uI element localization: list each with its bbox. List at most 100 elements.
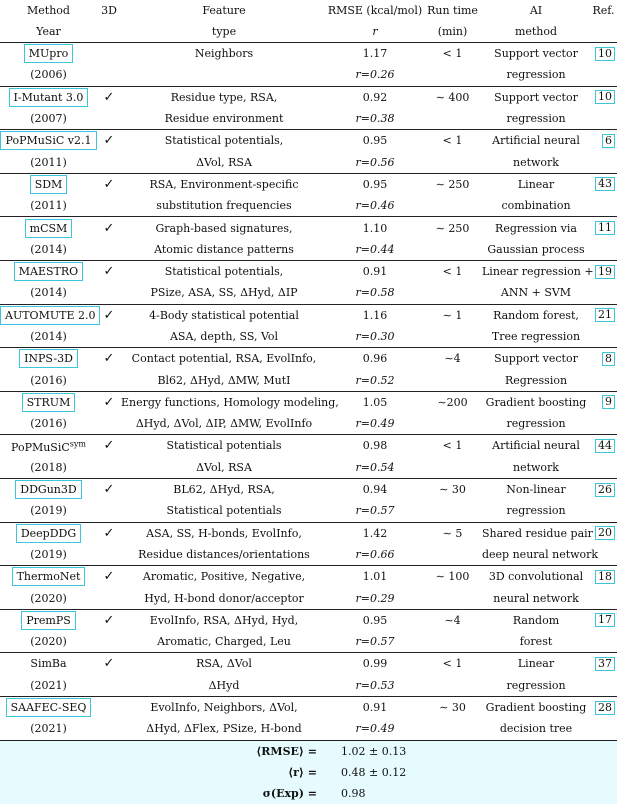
run-time-value: < 1 [423,259,482,283]
header-row-1: Method 3D Feature RMSE (kcal/mol) Run ti… [0,0,617,21]
ref-cell: 26 [590,477,617,501]
run-time-value: ∼ 400 [423,85,482,108]
method-name[interactable]: mCSM [24,218,73,238]
method-name[interactable]: DDGun3D [15,480,82,500]
ref-empty [590,108,617,130]
method-name[interactable]: PoPMuSiC v2.1 [0,131,97,151]
ai-method-line-2: Gaussian process [487,242,585,256]
feature-line-2: Residue distances/orientations [138,547,310,561]
ref-link[interactable]: 18 [595,569,615,584]
ref-link[interactable]: 9 [602,395,615,410]
run-time-value: ∼ 250 [423,172,482,196]
feature-line-1: ASA, SS, H-bonds, EvolInfo, [121,521,327,544]
ai-method-line-2: ANN + SVM [500,286,572,300]
run-time-empty [423,369,482,391]
year-value: (2014) [30,330,67,343]
run-time-value: < 1 [423,434,482,457]
year-value: (2006) [30,68,67,82]
method-name[interactable]: MUpro [23,44,74,64]
pearson-r-value: r=0.56 [355,155,395,169]
ai-method-line-2: regression [506,417,566,431]
ref-link[interactable]: 21 [595,308,615,323]
ai-method-line-1: Gradient boosting [482,695,590,719]
method-cell: MUpro [0,42,97,65]
ai-method-line-1: Artificial neural [482,434,590,457]
ai-method-line-2: forest [519,635,553,649]
method-cell: STRUM [0,390,97,414]
ref-link[interactable]: 17 [595,613,615,628]
check-empty [97,587,121,609]
year-value: (2011) [30,155,67,169]
ref-link[interactable]: 28 [595,700,615,715]
ai-method-line-1: Shared residue pair [482,521,593,544]
pearson-r-value: r=0.38 [355,112,395,126]
check-empty [97,195,121,217]
ref-link[interactable]: 19 [595,264,615,279]
rmse-value: 0.96 [327,347,423,370]
header-ai: AI [529,4,543,17]
rmse-value: 0.94 [327,477,423,501]
run-time-empty [423,500,482,522]
method-cell: SAAFEC-SEQ [0,695,97,719]
check-empty [97,282,121,304]
table-row: I-Mutant 3.0 ✓ Residue type, RSA, 0.92 ∼ 400… [0,85,617,108]
ai-method-line-1: Regression via [482,216,590,239]
table-row: (2016) Bl62, ΔHyd, ΔMW, MutI r=0.52 Regress… [0,369,617,391]
pearson-r-value: r=0.52 [355,373,395,387]
pearson-r-value: r=0.26 [355,68,395,82]
method-name[interactable]: SAAFEC-SEQ [5,698,92,718]
table-row: SDM ✓ RSA, Environment-specific 0.95 ∼ 250 Li… [0,172,617,196]
ref-link[interactable]: 44 [595,438,615,453]
method-name[interactable]: INPS-3D [19,349,78,369]
feature-line-2: ASA, depth, SS, Vol [169,330,279,343]
table-row: (2016) ΔHyd, ΔVol, ΔIP, ΔMW, EvolInfo r=0.… [0,413,617,435]
method-label: SimBa [30,657,67,671]
method-label: STRUM [26,395,71,409]
check-empty [97,675,121,697]
table-row: AUTOMUTE 2.0 ✓ 4-Body statistical potentia… [0,303,617,326]
ref-link[interactable]: 11 [595,221,615,236]
method-name[interactable]: SDM [29,174,68,194]
ref-link[interactable]: 10 [595,90,615,105]
header-feature-type: type [121,21,327,43]
run-time-value: ∼ 5 [423,521,482,544]
ref-empty [590,326,617,348]
method-cell: PoPMuSiCsym [0,434,97,457]
ai-method-line-2: Regression [504,373,568,387]
feature-line-1: RSA, ΔVol [121,652,327,675]
ref-link[interactable]: 20 [595,526,615,541]
table-row: mCSM ✓ Graph-based signatures, 1.10 ∼ 250 Reg… [0,216,617,239]
method-name[interactable]: ThermoNet [11,567,86,587]
check-mark: ✓ [97,259,121,283]
header-3d: 3D [101,4,117,17]
header-r: r [327,21,423,43]
ref-empty [590,413,617,435]
method-name[interactable]: MAESTRO [13,262,84,282]
ref-link[interactable]: 43 [595,177,615,192]
summary-row: ⟨r⟩ = 0.48 ± 0.12 [0,761,617,784]
method-cell: MAESTRO [0,259,97,283]
ref-link[interactable]: 26 [595,482,615,497]
header-rmse: RMSE (kcal/mol) [327,4,423,17]
ref-link[interactable]: 6 [602,133,615,148]
method-label: INPS-3D [24,352,73,366]
ref-link[interactable]: 37 [595,656,615,671]
ref-empty [590,195,617,217]
method-name[interactable]: DeepDDG [15,523,82,543]
ref-cell: 17 [590,608,617,632]
method-name[interactable]: I-Mutant 3.0 [8,87,89,107]
method-name[interactable]: PremPS [21,610,76,630]
ai-method-line-1: Support vector [482,347,590,370]
run-time-empty [423,239,482,261]
method-label: DeepDDG [20,526,77,540]
check-mark: ✓ [97,477,121,501]
summary-label: ⟨RMSE⟩ = [0,739,327,762]
pearson-r-value: r=0.30 [355,330,395,343]
ref-link[interactable]: 10 [595,46,615,61]
method-name[interactable]: STRUM [21,392,76,412]
ai-method-line-2: network [513,460,559,474]
ref-link[interactable]: 8 [602,351,615,366]
table-row: PremPS ✓ EvolInfo, RSA, ΔHyd, Hyd, 0.95 ∼4 Ra… [0,608,617,632]
table-row: PoPMuSiCsym ✓ Statistical potentials 0.98 < … [0,434,617,457]
method-name[interactable]: AUTOMUTE 2.0 [0,305,101,325]
